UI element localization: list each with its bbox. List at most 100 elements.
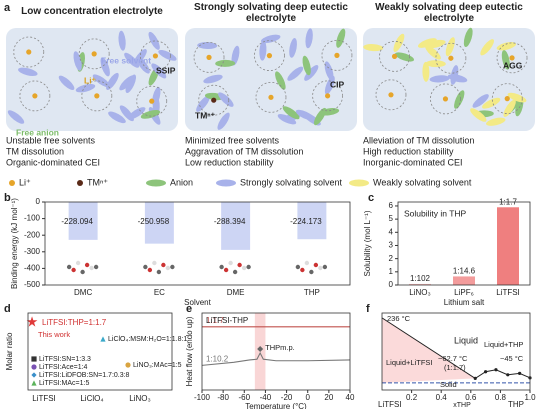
y-axis-label: Binding energy (kJ mol⁻¹) (10, 198, 19, 289)
solvation-shell (198, 84, 230, 116)
molecule-atom (237, 262, 242, 268)
molecule (450, 65, 459, 85)
annotation: THPm.p. (265, 343, 295, 352)
molecule-atom (295, 264, 301, 270)
molecule (503, 99, 516, 117)
molecule-atom (147, 267, 153, 273)
molecule (203, 74, 223, 84)
x-axis-label: Solvent (184, 298, 211, 307)
x-tick-label: 0.6 (465, 393, 477, 402)
y-axis-label: Solubility (mol L⁻¹) (363, 210, 372, 276)
axes-frame (381, 312, 531, 391)
note: Aggravation of TM dissolution (185, 146, 303, 156)
panel-label: e (186, 303, 192, 315)
ion (442, 96, 449, 102)
tag: Li⁺ (84, 75, 97, 85)
x-tick-label: EC (154, 288, 165, 297)
ion (152, 53, 159, 59)
peak-marker (257, 346, 264, 353)
note: Minimized free solvents (185, 135, 280, 145)
molecule (158, 49, 177, 61)
x-axis-label: Temperature (°C) (245, 402, 307, 409)
end-label: THP (508, 400, 524, 409)
molecule (422, 61, 430, 82)
axes-frame (27, 312, 173, 391)
molecule (124, 52, 140, 68)
molecule (217, 112, 230, 130)
bar (497, 207, 519, 285)
x-tick-label: 0.2 (406, 393, 418, 402)
ion (448, 55, 454, 61)
molecule-atom (304, 260, 310, 266)
molecule (304, 65, 319, 81)
annotation: −45 °C (500, 354, 524, 363)
molecule-atom (223, 267, 229, 273)
legend-label: Weakly solvating solvent (373, 177, 472, 187)
legend-label: Anion (170, 177, 193, 187)
x-axis-label: Lithium salt (444, 298, 485, 307)
axes-frame (201, 312, 351, 391)
x-tick-label: LiNO₃ (409, 288, 430, 297)
note: Low reduction stability (185, 157, 274, 167)
annotation: Solid (440, 380, 457, 389)
y-tick-label: -100 (24, 214, 41, 223)
annotation: (1:1.7) (444, 363, 466, 372)
molecule (108, 111, 126, 124)
molecule (454, 90, 465, 109)
molecule-atom (318, 265, 323, 271)
point (31, 372, 37, 378)
molecule (485, 117, 506, 126)
solvation-shell (312, 80, 344, 112)
point (494, 368, 498, 372)
molecule (277, 114, 297, 125)
molecule (363, 44, 384, 52)
column-title: Strongly solvating deep eutectic electro… (194, 2, 348, 24)
molecule-atom (300, 267, 305, 273)
molecule-atom (152, 260, 157, 266)
note: Alleviation of TM dissolution (363, 135, 474, 145)
molecule-atom (93, 264, 99, 270)
note: Organic-dominated CEI (6, 157, 100, 167)
solvation-shell (430, 83, 461, 115)
solvation-shell (254, 40, 285, 72)
y-axis-label: Molar ratio (5, 332, 14, 370)
solvation-shell (193, 41, 225, 73)
molecule (100, 57, 110, 77)
ion (32, 93, 38, 99)
series-label: 1:1.7 (206, 316, 224, 325)
point: ★ (26, 314, 39, 330)
bar (144, 202, 174, 244)
x-tick-label: -40 (260, 393, 272, 402)
y-tick-label: 1 (389, 267, 394, 276)
molecule (7, 110, 25, 124)
point-label: LiTFSI:SN=1:3.3 (39, 356, 91, 363)
ratio-label: 1:102 (410, 274, 431, 283)
molecule (324, 61, 334, 81)
molecule (197, 42, 218, 50)
x-tick-label: LiTFSI (32, 394, 56, 403)
molecule (417, 38, 437, 48)
x-tick-label: LiPF₆ (454, 288, 474, 297)
x-tick-label: 1.0 (524, 393, 536, 402)
ion (334, 52, 340, 58)
molecule-atom (165, 265, 171, 271)
molecule (215, 59, 236, 67)
molecule (18, 67, 38, 76)
molecule-atom (246, 264, 251, 270)
x-tick-label: 0.8 (495, 393, 507, 402)
x-tick-label: -20 (281, 393, 293, 402)
x-axis-label: xTHP (453, 402, 471, 409)
y-tick-label: 3 (389, 241, 394, 250)
point (506, 373, 510, 377)
ratio-label: 1:14.6 (453, 267, 476, 276)
molecule-atom (313, 262, 319, 268)
point (31, 380, 37, 386)
panel-label: a (4, 2, 11, 14)
molecule (445, 37, 455, 57)
molecule-atom (322, 264, 328, 270)
bar (68, 202, 98, 240)
solvation-shell (435, 42, 467, 74)
line (201, 351, 351, 366)
molecule (295, 109, 315, 121)
molecule (92, 74, 110, 88)
